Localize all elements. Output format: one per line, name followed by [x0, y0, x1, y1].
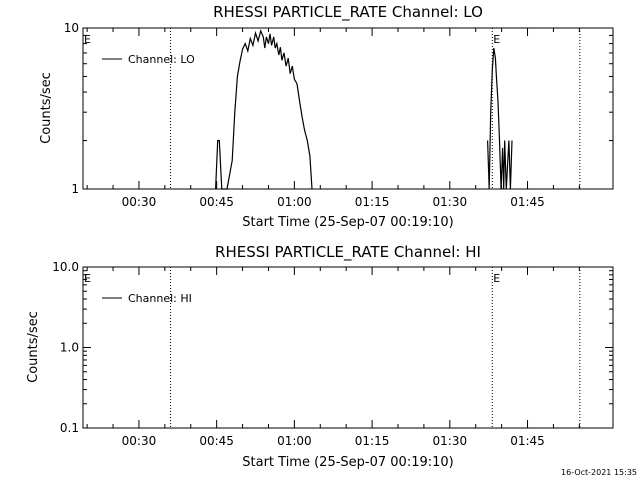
x-tick-label: 01:15 [355, 434, 390, 448]
legend: Channel: LO [102, 53, 195, 66]
x-tick-label: 00:45 [199, 195, 234, 209]
series-line [215, 29, 313, 190]
x-tick-label: 00:45 [199, 434, 234, 448]
y-axis-label: Counts/sec [26, 311, 41, 383]
y-tick-label: 1.0 [60, 341, 79, 355]
edge-label: E [84, 33, 91, 46]
y-tick-label: 10 [64, 21, 79, 35]
event-label: E [493, 272, 500, 285]
legend: Channel: HI [102, 292, 192, 305]
y-tick-label: 0.1 [60, 421, 79, 435]
footer-timestamp: 16-Oct-2021 15:35 [561, 468, 637, 477]
x-tick-label: 00:30 [122, 434, 157, 448]
chart-title: RHESSI PARTICLE_RATE Channel: HI [215, 243, 481, 262]
panel-lo: RHESSI PARTICLE_RATE Channel: LO Counts/… [39, 3, 614, 230]
x-tick-label: 01:00 [277, 434, 312, 448]
x-axis-label: Start Time (25-Sep-07 00:19:10) [242, 455, 453, 470]
event-label: E [493, 33, 500, 46]
edge-label: E [84, 272, 91, 285]
legend-label: Channel: HI [128, 292, 192, 305]
y-tick-label: 10.0 [52, 260, 79, 274]
x-tick-label: 01:15 [355, 195, 390, 209]
y-axis-label: Counts/sec [39, 72, 54, 144]
x-tick-label: 01:00 [277, 195, 312, 209]
x-tick-label: 01:45 [510, 434, 545, 448]
x-tick-label: 01:30 [433, 195, 468, 209]
x-axis-label: Start Time (25-Sep-07 00:19:10) [242, 215, 453, 230]
plot-frame [82, 27, 614, 190]
x-tick-label: 01:45 [510, 195, 545, 209]
y-tick-label: 1 [71, 182, 79, 196]
x-tick-label: 00:30 [122, 195, 157, 209]
legend-label: Channel: LO [128, 53, 195, 66]
chart-title: RHESSI PARTICLE_RATE Channel: LO [213, 3, 483, 22]
panel-hi: RHESSI PARTICLE_RATE Channel: HI Counts/… [26, 243, 614, 470]
x-tick-label: 01:30 [433, 434, 468, 448]
series-line [487, 48, 513, 190]
